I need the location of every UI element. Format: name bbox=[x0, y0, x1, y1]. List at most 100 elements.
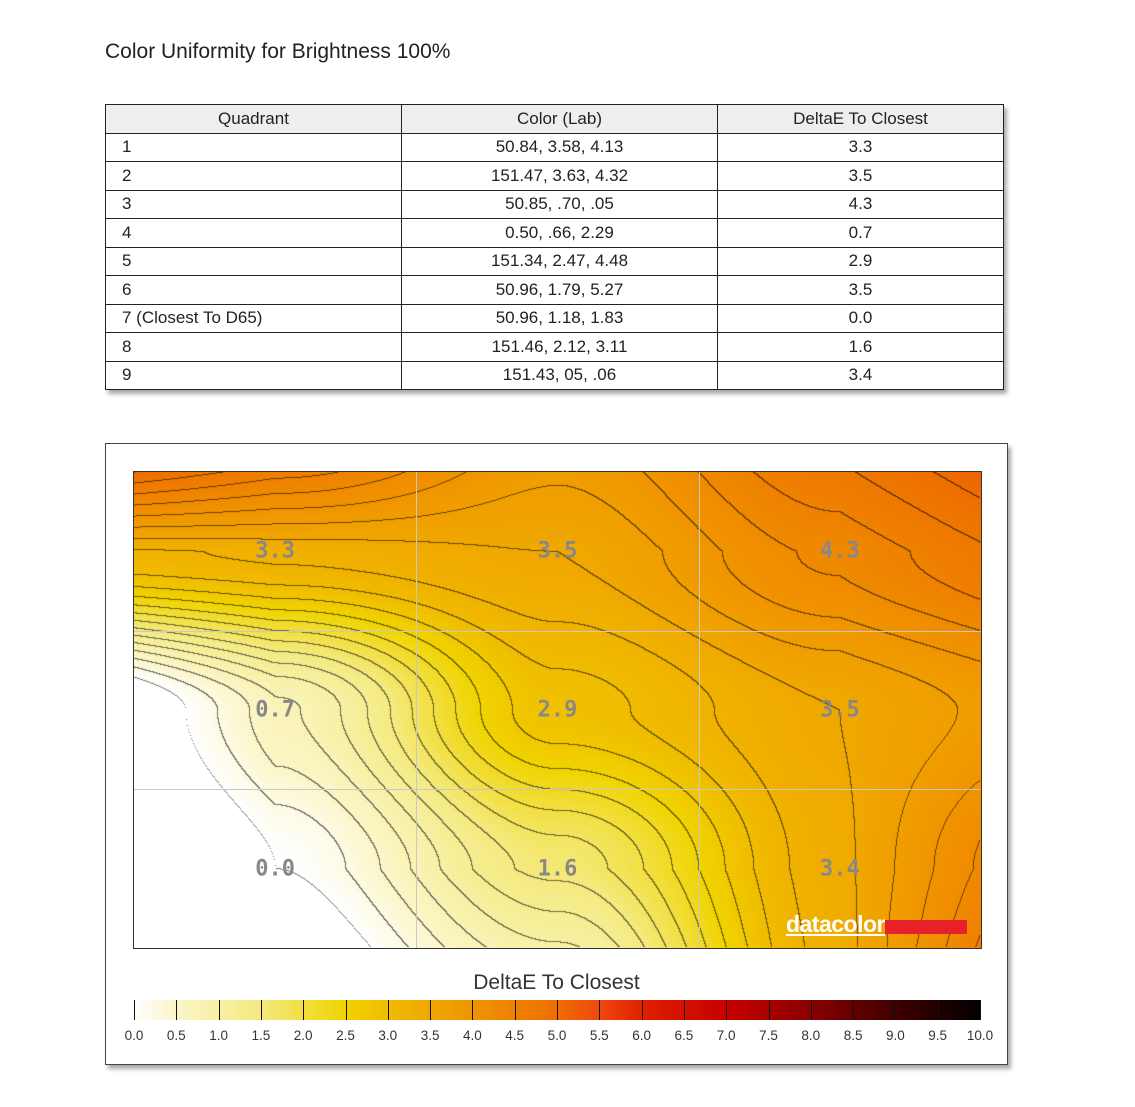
header-deltae: DeltaE To Closest bbox=[717, 104, 1004, 134]
cell-value-label: 0.7 bbox=[255, 697, 296, 723]
lab-cell: 151.34, 2.47, 4.48 bbox=[401, 246, 718, 276]
scale-tick-label: 10.0 bbox=[966, 1028, 994, 1043]
scale-tick bbox=[514, 1000, 516, 1020]
color-scale-bar bbox=[134, 1000, 981, 1020]
scale-tick bbox=[472, 1000, 474, 1020]
deltae-cell: 3.4 bbox=[717, 360, 1004, 390]
table-row: 2 151.47, 3.63, 4.32 3.5 bbox=[105, 161, 1004, 191]
scale-tick bbox=[134, 1000, 135, 1020]
grid-line-vertical bbox=[416, 472, 418, 948]
lab-cell: 50.96, 1.79, 5.27 bbox=[401, 275, 718, 305]
lab-cell: 151.47, 3.63, 4.32 bbox=[401, 161, 718, 191]
table-row: 6 50.96, 1.79, 5.27 3.5 bbox=[105, 275, 1004, 305]
lab-cell: 0.50, .66, 2.29 bbox=[401, 218, 718, 248]
scale-tick bbox=[345, 1000, 347, 1020]
grid-line-horizontal bbox=[134, 789, 981, 791]
scale-tick bbox=[387, 1000, 389, 1020]
table-row: 7 (Closest To D65) 50.96, 1.18, 1.83 0.0 bbox=[105, 303, 1004, 333]
scale-tick-label: 3.5 bbox=[420, 1028, 440, 1043]
scale-tick-label: 9.0 bbox=[886, 1028, 905, 1043]
scale-tick-label: 0.0 bbox=[124, 1028, 144, 1043]
cell-value-label: 2.9 bbox=[537, 697, 578, 723]
header-color-lab: Color (Lab) bbox=[401, 104, 718, 134]
lab-cell: 50.84, 3.58, 4.13 bbox=[401, 132, 718, 162]
scale-tick-label: 4.5 bbox=[505, 1028, 525, 1043]
scale-tick-label: 8.5 bbox=[843, 1028, 863, 1043]
cell-value-label: 3.3 bbox=[255, 538, 296, 564]
quadrant-cell: 7 (Closest To D65) bbox=[105, 303, 402, 333]
scale-tick bbox=[937, 1000, 939, 1020]
datacolor-logo: datacolor bbox=[786, 911, 967, 938]
quadrant-cell: 5 bbox=[105, 246, 402, 276]
table-row: 5 151.34, 2.47, 4.48 2.9 bbox=[105, 246, 1004, 276]
scale-tick-label: 1.5 bbox=[251, 1028, 271, 1043]
cell-value-label: 4.3 bbox=[819, 538, 860, 564]
scale-tick-label: 6.0 bbox=[632, 1028, 651, 1043]
scale-tick bbox=[768, 1000, 770, 1020]
scale-tick-label: 5.5 bbox=[589, 1028, 609, 1043]
scale-tick-label: 8.0 bbox=[801, 1028, 821, 1043]
deltae-cell: 3.3 bbox=[717, 132, 1004, 162]
scale-tick-label: 5.0 bbox=[547, 1028, 567, 1043]
quadrant-cell: 8 bbox=[105, 332, 402, 362]
uniformity-table: Quadrant Color (Lab) DeltaE To Closest 1… bbox=[105, 104, 1004, 390]
scale-tick bbox=[430, 1000, 432, 1020]
quadrant-cell: 9 bbox=[105, 360, 402, 390]
scale-tick bbox=[557, 1000, 558, 1020]
deltae-cell: 4.3 bbox=[717, 189, 1004, 219]
quadrant-cell: 1 bbox=[105, 132, 402, 162]
cell-value-label: 3.5 bbox=[537, 538, 578, 564]
heatmap-plot: datacolor 3.3 3.5 4.3 0.7 2.9 3.5 0.0 1.6 3.4 bbox=[133, 471, 982, 949]
table-row: 1 50.84, 3.58, 4.13 3.3 bbox=[105, 132, 1004, 162]
lab-cell: 151.46, 2.12, 3.11 bbox=[401, 332, 718, 362]
scale-tick bbox=[303, 1000, 305, 1020]
cell-value-label: 3.5 bbox=[819, 697, 860, 723]
scale-tick-label: 4.0 bbox=[463, 1028, 482, 1043]
table-row: 4 0.50, .66, 2.29 0.7 bbox=[105, 218, 1004, 248]
quadrant-cell: 6 bbox=[105, 275, 402, 305]
scale-tick-label: 9.5 bbox=[928, 1028, 948, 1043]
scale-tick-label: 7.0 bbox=[716, 1028, 736, 1043]
scale-tick-label: 1.0 bbox=[209, 1028, 228, 1043]
header-quadrant: Quadrant bbox=[105, 104, 402, 134]
deltae-cell: 0.0 bbox=[717, 303, 1004, 333]
quadrant-cell: 3 bbox=[105, 189, 402, 219]
scale-tick bbox=[683, 1000, 685, 1020]
lab-cell: 50.96, 1.18, 1.83 bbox=[401, 303, 718, 333]
scale-tick bbox=[260, 1000, 262, 1020]
lab-cell: 151.43, 05, .06 bbox=[401, 360, 718, 390]
scale-tick-label: 6.5 bbox=[674, 1028, 694, 1043]
deltae-cell: 1.6 bbox=[717, 332, 1004, 362]
cell-value-label: 1.6 bbox=[537, 856, 578, 882]
quadrant-cell: 2 bbox=[105, 161, 402, 191]
cell-value-label: 0.0 bbox=[255, 856, 296, 882]
grid-line-vertical bbox=[698, 472, 700, 948]
quadrant-cell: 4 bbox=[105, 218, 402, 248]
scale-tick bbox=[853, 1000, 855, 1020]
deltae-cell: 3.5 bbox=[717, 275, 1004, 305]
table-row: 8 151.46, 2.12, 3.11 1.6 bbox=[105, 332, 1004, 362]
scale-tick bbox=[641, 1000, 643, 1020]
scale-tick-label: 2.0 bbox=[293, 1028, 313, 1043]
legend-title: DeltaE To Closest bbox=[473, 971, 640, 994]
scale-tick bbox=[726, 1000, 728, 1020]
scale-tick bbox=[599, 1000, 601, 1020]
cell-value-label: 3.4 bbox=[819, 856, 860, 882]
scale-tick bbox=[218, 1000, 220, 1020]
deltae-cell: 2.9 bbox=[717, 246, 1004, 276]
table-row: 9 151.43, 05, .06 3.4 bbox=[105, 360, 1004, 390]
scale-tick bbox=[810, 1000, 812, 1020]
deltae-cell: 0.7 bbox=[717, 218, 1004, 248]
lab-cell: 50.85, .70, .05 bbox=[401, 189, 718, 219]
scale-tick-label: 2.5 bbox=[336, 1028, 355, 1043]
scale-tick-label: 0.5 bbox=[166, 1028, 186, 1043]
scale-tick bbox=[895, 1000, 897, 1020]
scale-tick bbox=[176, 1000, 178, 1020]
scale-tick bbox=[980, 1000, 981, 1020]
deltae-cell: 3.5 bbox=[717, 161, 1004, 191]
scale-tick-label: 3.0 bbox=[378, 1028, 398, 1043]
page-title: Color Uniformity for Brightness 100% bbox=[105, 40, 451, 63]
table-row: 3 50.85, .70, .05 4.3 bbox=[105, 189, 1004, 219]
grid-line-horizontal bbox=[134, 630, 981, 632]
scale-tick-label: 7.5 bbox=[759, 1028, 778, 1043]
